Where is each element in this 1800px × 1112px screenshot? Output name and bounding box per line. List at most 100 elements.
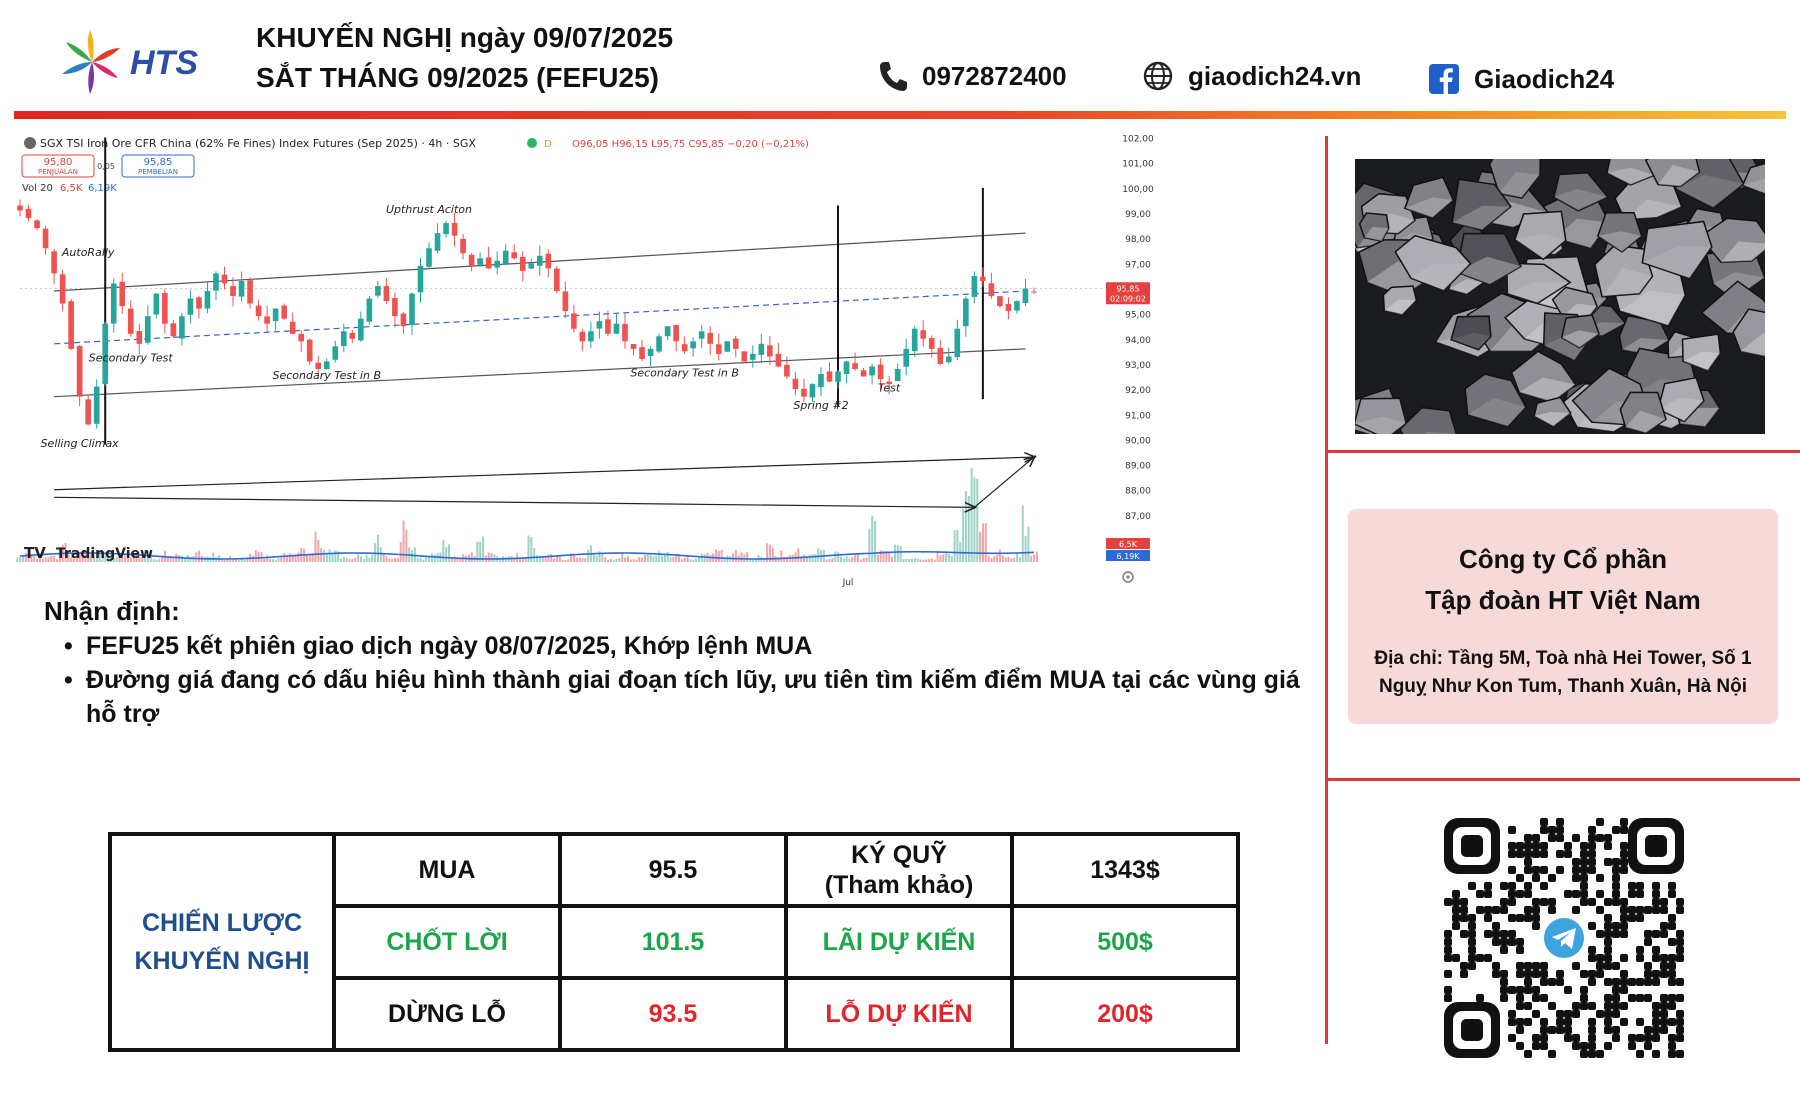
qr-module xyxy=(1604,1010,1612,1018)
volume-bar xyxy=(984,523,987,562)
qr-module xyxy=(1588,1050,1596,1058)
volume-bar xyxy=(536,555,539,562)
qr-module xyxy=(1484,882,1492,890)
qr-module xyxy=(1580,890,1588,898)
volume-bar xyxy=(908,559,911,562)
qr-module xyxy=(1660,1018,1668,1026)
qr-module xyxy=(1500,986,1508,994)
qr-module xyxy=(1580,986,1588,994)
qr-module xyxy=(1548,1050,1556,1058)
qr-module xyxy=(1580,1050,1588,1058)
volume-bar xyxy=(814,554,817,562)
qr-module xyxy=(1620,818,1628,826)
ore-rock-highlight xyxy=(1624,199,1682,220)
right-divider-top xyxy=(1326,450,1800,453)
qr-module xyxy=(1508,882,1516,890)
qr-module xyxy=(1532,914,1540,922)
qr-module xyxy=(1556,850,1564,858)
candle-body xyxy=(289,321,296,334)
volume-bar xyxy=(1035,551,1038,562)
volume-bar xyxy=(626,555,629,562)
chart-annotation: Selling Climax xyxy=(41,437,120,450)
qr-module xyxy=(1564,1034,1572,1042)
qr-module xyxy=(1492,938,1500,946)
qr-module xyxy=(1500,970,1508,978)
recommendation-title: KHUYẾN NGHỊ ngày 09/07/2025 xyxy=(256,22,674,53)
ore-rock xyxy=(1451,178,1512,231)
volume-bar xyxy=(811,553,814,562)
qr-module xyxy=(1532,866,1540,874)
candle-body xyxy=(792,378,799,390)
candle-body xyxy=(988,283,995,297)
qr-module xyxy=(1620,986,1628,994)
qr-module xyxy=(1516,962,1524,970)
qr-module xyxy=(1668,978,1676,986)
volume-bar xyxy=(314,531,317,562)
qr-module xyxy=(1676,994,1684,1002)
volume-bar xyxy=(95,556,98,562)
volume-bar xyxy=(490,553,493,562)
qr-module xyxy=(1532,898,1540,906)
volume-bar xyxy=(1010,558,1013,562)
price-tick-label: 89,00 xyxy=(1125,462,1151,472)
volume-bar xyxy=(689,559,692,562)
qr-module xyxy=(1676,1034,1684,1042)
volume-bar xyxy=(274,560,277,562)
volume-bar xyxy=(44,556,47,562)
volume-bar xyxy=(919,559,922,562)
candle-body xyxy=(349,332,356,339)
volume-bar xyxy=(976,478,979,562)
qr-module xyxy=(1612,986,1620,994)
price-tick-label: 101,00 xyxy=(1122,160,1154,170)
ohlc-line: O96,05 H96,15 L95,75 C95,85 −0,20 (−0,21… xyxy=(572,139,809,150)
volume-bar xyxy=(910,558,913,562)
ore-rock xyxy=(1681,333,1722,372)
qr-module xyxy=(1444,994,1452,1002)
candle-body xyxy=(579,331,586,342)
volume-bar xyxy=(161,555,164,562)
qr-module xyxy=(1604,930,1612,938)
qr-module xyxy=(1516,850,1524,858)
volume-bar xyxy=(87,557,90,562)
volume-bar xyxy=(16,557,19,562)
volume-bar xyxy=(243,560,246,562)
volume-bar xyxy=(1001,555,1004,562)
candle-body xyxy=(443,223,449,235)
volume-bar xyxy=(212,552,215,562)
qr-module xyxy=(1484,914,1492,922)
phone-contact[interactable]: 0972872400 xyxy=(878,60,1067,92)
qr-module xyxy=(1524,970,1532,978)
website-contact[interactable]: giaodich24.vn xyxy=(1142,60,1361,92)
candle-body xyxy=(945,356,952,363)
volume-bar xyxy=(896,545,899,562)
volume-bar xyxy=(851,557,854,562)
qr-module xyxy=(1508,826,1516,834)
qr-module xyxy=(1508,930,1516,938)
volume-bar xyxy=(92,554,95,562)
qr-module xyxy=(1516,842,1524,850)
volume-bar xyxy=(428,556,431,562)
volume-bar xyxy=(269,558,272,562)
website-text: giaodich24.vn xyxy=(1188,60,1362,91)
qr-module xyxy=(1612,1034,1620,1042)
volume-bar xyxy=(405,529,408,562)
metric-expected-profit: LÃI DỰ KIẾN xyxy=(784,904,1014,980)
ore-rock xyxy=(1382,285,1418,316)
ore-rock xyxy=(1506,262,1572,305)
telegram-qr-code[interactable] xyxy=(1444,818,1684,1058)
volume-bar xyxy=(368,557,371,562)
ore-rock-highlight xyxy=(1683,351,1721,371)
qr-module xyxy=(1660,970,1668,978)
qr-module xyxy=(1652,1026,1660,1034)
volume-bar xyxy=(652,556,655,562)
qr-module xyxy=(1588,866,1596,874)
volume-bar xyxy=(777,556,780,562)
metric-expected-loss: LỖ DỰ KIẾN xyxy=(784,976,1014,1052)
facebook-contact[interactable]: Giaodich24 xyxy=(1428,63,1614,95)
volume-bar xyxy=(24,552,27,562)
chart-svg: SGX TSI Iron Ore CFR China (62% Fe Fines… xyxy=(14,130,1324,590)
qr-module xyxy=(1620,850,1628,858)
volume-bar xyxy=(394,558,397,562)
volume-bar xyxy=(533,547,536,562)
ore-rock-highlight xyxy=(1561,330,1600,348)
